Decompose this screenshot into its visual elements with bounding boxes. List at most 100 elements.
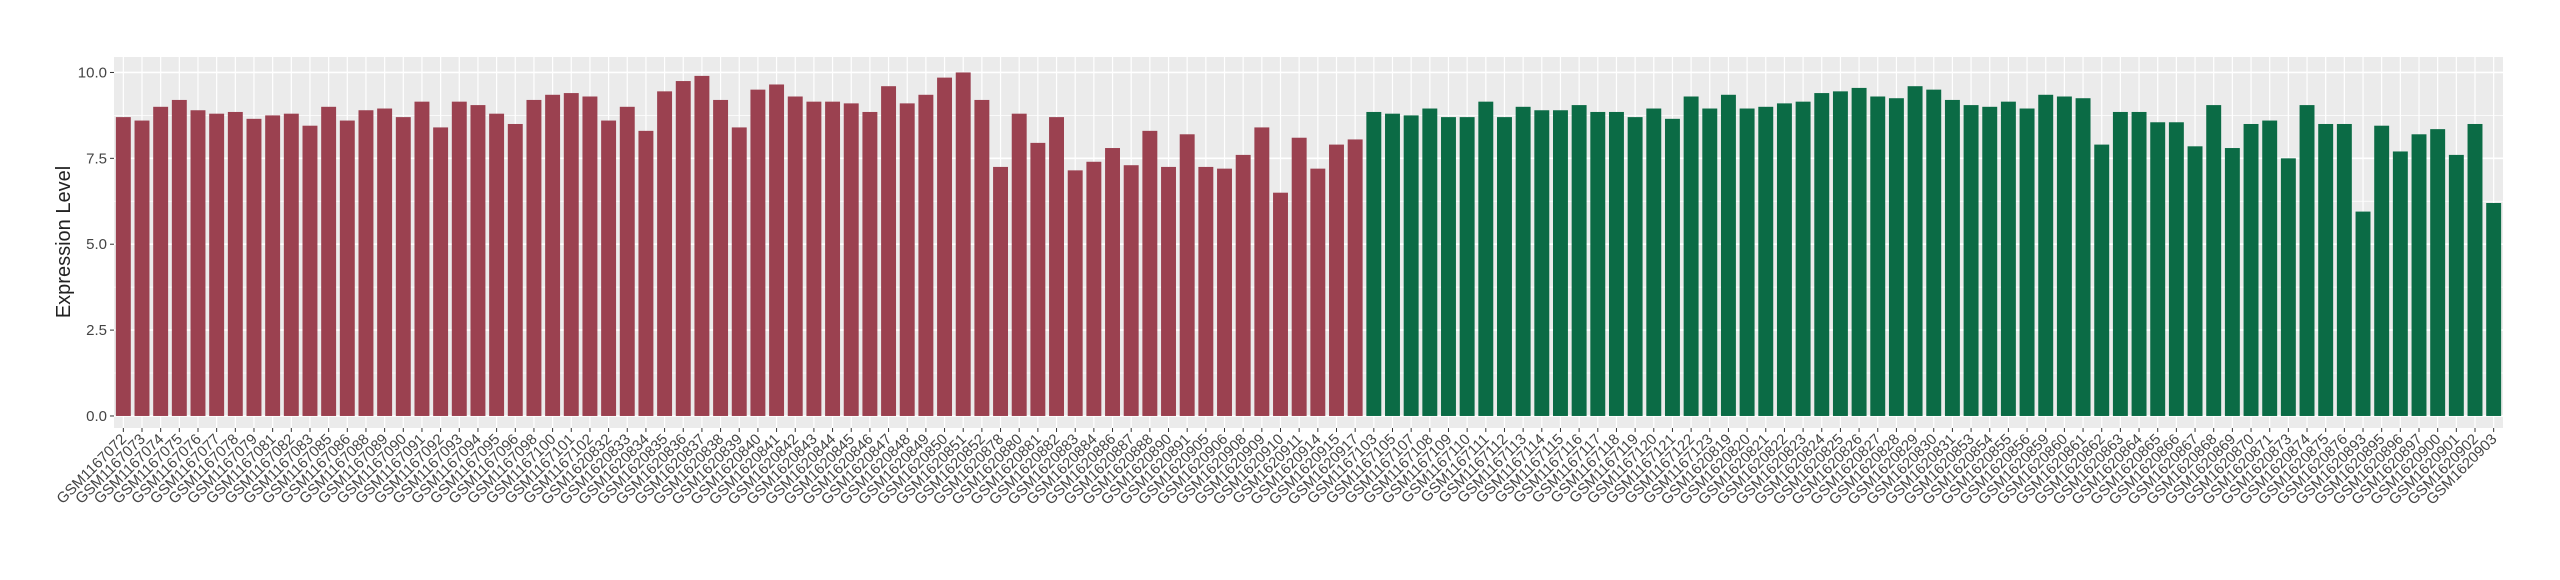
bar — [209, 113, 225, 416]
bar — [2019, 108, 2035, 416]
bar — [2392, 151, 2408, 416]
bar — [1944, 99, 1960, 416]
bar — [1795, 101, 1811, 416]
bar — [395, 117, 411, 416]
bar — [563, 93, 579, 416]
bar — [1907, 86, 1923, 416]
bar — [1926, 89, 1942, 416]
bar — [377, 108, 393, 416]
bar — [451, 101, 467, 416]
bar — [1571, 105, 1587, 416]
bar — [694, 75, 710, 416]
bar — [2448, 154, 2464, 416]
bar — [2038, 94, 2054, 416]
bar — [1217, 168, 1232, 416]
bar — [321, 106, 337, 416]
bar — [507, 123, 523, 416]
bar — [1347, 139, 1363, 416]
bar — [825, 101, 841, 416]
bar — [1385, 113, 1400, 416]
bar — [862, 111, 878, 416]
bar — [1142, 130, 1158, 416]
bar — [806, 101, 822, 416]
bar — [1403, 115, 1419, 416]
bar — [134, 120, 150, 416]
bar — [1758, 106, 1774, 416]
bar — [2150, 122, 2166, 416]
bar — [638, 130, 654, 416]
bar — [713, 99, 729, 416]
bar — [153, 106, 169, 416]
bar — [1049, 117, 1065, 416]
bar — [2000, 101, 2016, 416]
bar — [2243, 123, 2259, 416]
y-axis-label: Expression Level — [53, 166, 75, 318]
bar — [1366, 111, 1382, 416]
bar — [937, 77, 953, 416]
bar — [843, 103, 859, 416]
bar — [1441, 117, 1456, 416]
bar — [433, 127, 449, 416]
bar — [1664, 118, 1680, 416]
bar — [1776, 103, 1792, 416]
bar — [1851, 87, 1867, 416]
bar — [283, 113, 299, 416]
bar — [1497, 117, 1512, 416]
bar — [1030, 142, 1046, 416]
bar — [339, 120, 355, 416]
bar — [2411, 134, 2427, 416]
bar — [2056, 96, 2072, 416]
bar — [955, 72, 971, 416]
bar — [1534, 110, 1550, 416]
bar — [489, 113, 505, 416]
bar — [2486, 202, 2502, 416]
bar — [2374, 125, 2390, 416]
bar — [1888, 98, 1904, 416]
bar — [1720, 94, 1736, 416]
bar — [1478, 101, 1494, 416]
bar — [1291, 137, 1307, 416]
bar — [1011, 113, 1027, 416]
bar — [358, 110, 374, 416]
bar — [1814, 93, 1830, 416]
bar — [601, 120, 617, 416]
bar — [545, 94, 561, 416]
bar — [526, 99, 542, 416]
bar — [1739, 108, 1755, 416]
y-tick-label: 2.5 — [86, 322, 107, 339]
bar — [2094, 144, 2110, 416]
bar — [265, 115, 281, 416]
bar — [1982, 106, 1998, 416]
bar — [2224, 148, 2240, 416]
bar — [1161, 166, 1176, 416]
bar — [1683, 96, 1699, 416]
bar — [171, 99, 187, 416]
bar — [246, 118, 262, 416]
bar — [227, 111, 243, 416]
bar — [769, 84, 785, 416]
bar — [2187, 146, 2203, 416]
bar — [1105, 148, 1120, 416]
bar — [1590, 111, 1606, 416]
bar — [1086, 161, 1102, 416]
bar — [619, 106, 635, 416]
bar — [2299, 105, 2315, 416]
bar — [1627, 117, 1643, 416]
y-tick-label: 5.0 — [86, 236, 107, 253]
bar — [2318, 123, 2334, 416]
bar — [993, 166, 1009, 416]
bar — [1870, 96, 1886, 416]
bar — [2280, 158, 2296, 416]
y-tick-label: 0.0 — [86, 408, 107, 425]
bar — [1608, 111, 1624, 416]
bar — [787, 96, 803, 416]
bar — [675, 81, 691, 416]
y-tick-label: 7.5 — [86, 150, 107, 167]
bar — [1963, 105, 1979, 416]
bar — [2206, 105, 2222, 416]
bar — [899, 103, 915, 416]
bar — [1702, 108, 1718, 416]
bar — [1515, 106, 1531, 416]
bar — [1422, 108, 1438, 416]
